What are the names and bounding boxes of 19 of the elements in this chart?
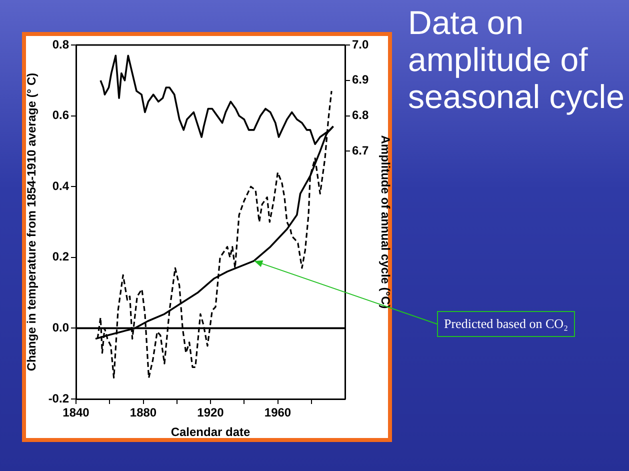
- x-tick-label: 1920: [197, 406, 224, 420]
- y-tick-label: 0.6: [52, 108, 70, 122]
- y2-tick-label: 6.8: [352, 108, 370, 122]
- y-tick-label: 0.2: [52, 250, 70, 264]
- y-tick-label: 0.4: [52, 178, 70, 193]
- y-tick-label: 0.0: [52, 320, 70, 335]
- x-tick-label: 1840: [62, 406, 90, 420]
- y-tick-label: 0.8: [52, 37, 70, 52]
- y-axis-title: Change in temperature from 1854-1910 average (° C): [24, 72, 39, 372]
- y2-axis-title: Amplitude of annual cycle (°C): [378, 135, 392, 309]
- y2-tick-label: 6.7: [352, 144, 370, 158]
- annotation: Predicted based on CO₂: [437, 311, 576, 337]
- x-tick-label: 1960: [264, 406, 292, 420]
- y-tick-label: -0.2: [48, 391, 70, 406]
- x-axis-title: Calendar date: [170, 425, 251, 440]
- y2-tick-label: 6.9: [352, 72, 370, 87]
- y2-tick-label: 7.0: [352, 37, 370, 52]
- x-tick-label: 1880: [130, 406, 157, 420]
- text: Data on amplitude of seasonal cycle: [408, 4, 626, 115]
